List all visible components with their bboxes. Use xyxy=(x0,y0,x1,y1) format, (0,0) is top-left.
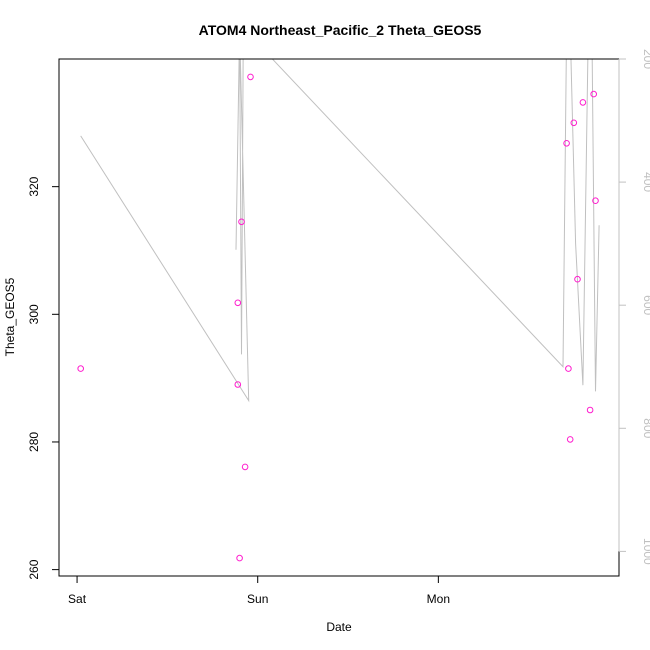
right-y-tick-label: 1000 xyxy=(641,538,650,565)
y-tick-label: 260 xyxy=(27,559,41,579)
series-line xyxy=(80,59,600,403)
x-tick-label: Sat xyxy=(68,592,87,606)
data-point xyxy=(247,73,254,81)
data-point xyxy=(77,365,84,372)
x-tick-label: Sun xyxy=(247,592,268,606)
plot-area xyxy=(77,59,600,562)
data-point xyxy=(590,90,598,98)
data-point xyxy=(238,218,245,226)
x-axis: Sat Sun Mon xyxy=(68,575,450,606)
data-point xyxy=(579,99,587,106)
data-point xyxy=(565,365,572,372)
y-axis-label: Theta_GEOS5 xyxy=(3,277,17,356)
x-tick-label: Mon xyxy=(427,592,450,606)
data-point xyxy=(570,119,578,127)
right-y-tick-label: 800 xyxy=(641,418,650,438)
data-point xyxy=(234,381,242,388)
data-point xyxy=(563,140,570,147)
data-point xyxy=(592,197,599,204)
x-axis-label: Date xyxy=(326,620,352,634)
chart-title: ATOM4 Northeast_Pacific_2 Theta_GEOS5 xyxy=(199,22,482,38)
right-y-axis: 200 400 600 800 1000 xyxy=(618,49,650,565)
data-point xyxy=(566,436,574,443)
data-point xyxy=(574,275,581,283)
data-point xyxy=(236,554,243,562)
right-y-tick-label: 400 xyxy=(641,172,650,192)
right-y-tick-label: 600 xyxy=(641,295,650,315)
y-axis: 260 280 300 320 xyxy=(27,176,60,580)
data-point xyxy=(234,299,242,307)
plot-frame xyxy=(58,58,620,577)
y-tick-label: 300 xyxy=(27,304,41,324)
y-tick-label: 280 xyxy=(27,432,41,452)
data-point xyxy=(241,463,249,471)
y-tick-label: 320 xyxy=(27,176,41,196)
data-point xyxy=(586,406,594,414)
right-y-tick-label: 200 xyxy=(641,49,650,69)
